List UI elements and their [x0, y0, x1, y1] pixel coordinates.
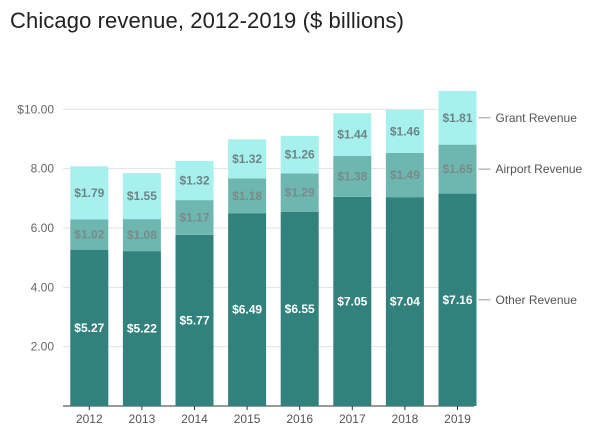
- x-tick-label: 2014: [181, 412, 208, 426]
- bar-segment: [175, 200, 214, 235]
- data-label: $1.26: [285, 148, 315, 162]
- bar-segment: [70, 219, 109, 250]
- data-label: $1.46: [390, 124, 420, 138]
- bar-segment: [175, 160, 214, 201]
- y-tick-label: $10.00: [17, 102, 54, 116]
- x-tick-label: 2013: [129, 412, 156, 426]
- x-tick-label: 2012: [76, 412, 103, 426]
- x-tick-label: 2016: [286, 412, 313, 426]
- bar-segment: [333, 155, 372, 197]
- y-tick-label: 2.00: [31, 340, 55, 354]
- data-label: $5.77: [179, 313, 209, 327]
- bar-segment: [438, 144, 477, 194]
- data-label: $1.29: [285, 186, 315, 200]
- data-label: $7.16: [442, 293, 472, 307]
- data-label: $1.81: [442, 111, 472, 125]
- y-tick-label: 8.00: [31, 162, 55, 176]
- data-label: $6.55: [285, 302, 315, 316]
- bar-segment: [70, 249, 109, 406]
- x-tick-label: 2017: [339, 412, 366, 426]
- data-label: $1.17: [179, 210, 209, 224]
- bar-segment: [122, 251, 161, 406]
- bar-segment: [333, 113, 372, 156]
- data-label: $1.18: [232, 189, 262, 203]
- bar-segment: [385, 197, 424, 406]
- bar-segment: [228, 178, 267, 214]
- data-label: $6.49: [232, 303, 262, 317]
- bar-segment: [122, 173, 161, 220]
- bar-segment: [333, 196, 372, 406]
- bar-segment: [280, 173, 319, 212]
- data-label: $1.49: [390, 168, 420, 182]
- data-label: $5.27: [74, 321, 104, 335]
- bar-segment: [280, 211, 319, 406]
- data-label: $1.65: [442, 162, 472, 176]
- chart-title: Chicago revenue, 2012-2019 ($ billions): [10, 8, 405, 33]
- bar-segment: [228, 213, 267, 406]
- bar-segment: [280, 136, 319, 174]
- legend-label: Grant Revenue: [496, 111, 578, 125]
- x-tick-label: 2019: [444, 412, 471, 426]
- data-label: $1.08: [127, 228, 157, 242]
- x-tick-label: 2015: [234, 412, 261, 426]
- data-label: $5.22: [127, 322, 157, 336]
- data-label: $1.32: [232, 152, 262, 166]
- legend-label: Other Revenue: [496, 293, 578, 307]
- data-label: $1.02: [74, 228, 104, 242]
- data-label: $7.04: [390, 295, 420, 309]
- legend-label: Airport Revenue: [496, 162, 583, 176]
- bar-segment: [438, 90, 477, 145]
- bar-segment: [228, 139, 267, 179]
- x-tick-label: 2018: [392, 412, 419, 426]
- bar-segment: [122, 219, 161, 252]
- data-label: $7.05: [337, 294, 367, 308]
- bar-segment: [70, 166, 109, 220]
- data-label: $1.38: [337, 169, 367, 183]
- bar-segment: [385, 109, 424, 153]
- data-label: $1.44: [337, 128, 367, 142]
- bar-segment: [385, 152, 424, 198]
- data-label: $1.55: [127, 189, 157, 203]
- data-label: $1.32: [179, 174, 209, 188]
- bar-segment: [438, 193, 477, 406]
- bar-segment: [175, 234, 214, 406]
- data-label: $1.79: [74, 186, 104, 200]
- y-tick-label: 6.00: [31, 221, 55, 235]
- y-tick-label: 4.00: [31, 280, 55, 294]
